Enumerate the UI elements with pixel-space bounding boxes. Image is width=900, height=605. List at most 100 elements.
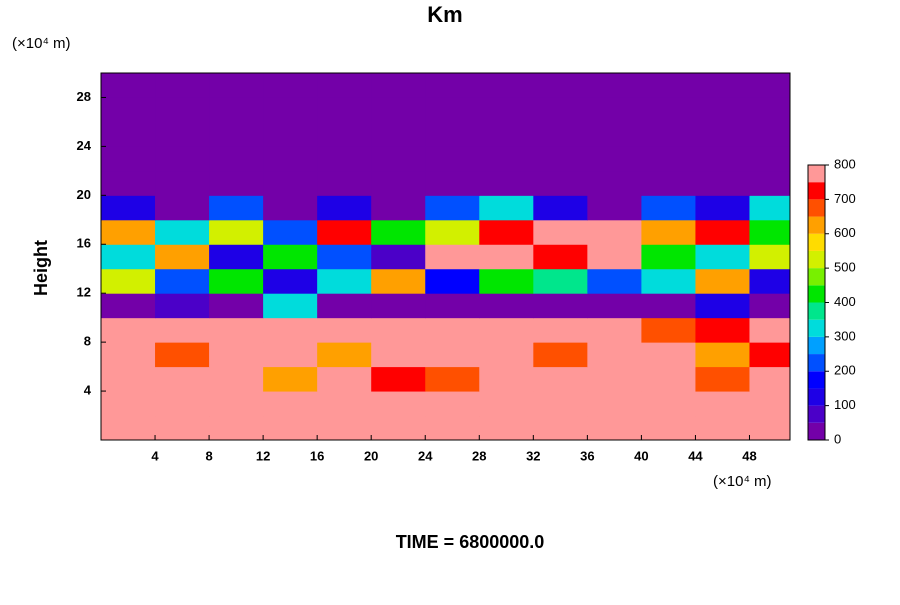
cell [155, 317, 210, 343]
cell [209, 244, 264, 270]
cell [101, 170, 156, 196]
cell [101, 97, 156, 123]
x-tick-label: 4 [151, 448, 159, 463]
cell [209, 391, 264, 417]
cell [587, 366, 642, 392]
cell [695, 244, 750, 270]
cell [371, 293, 426, 319]
x-tick-label: 28 [472, 448, 486, 463]
cell [425, 146, 480, 172]
cell [101, 366, 156, 392]
x-tick-label: 12 [256, 448, 270, 463]
cell [749, 317, 791, 343]
cell [155, 97, 210, 123]
cell [533, 195, 588, 221]
cell [641, 391, 696, 417]
colorbar-tick-label: 800 [834, 156, 856, 171]
cell [101, 415, 156, 441]
cell [101, 244, 156, 270]
cell [317, 391, 372, 417]
colorbar-tick-label: 200 [834, 363, 856, 378]
cell [641, 317, 696, 343]
cell [533, 317, 588, 343]
cell [209, 268, 264, 294]
cell [695, 415, 750, 441]
cell [155, 170, 210, 196]
cell [209, 293, 264, 319]
cell [155, 342, 210, 368]
cell [155, 293, 210, 319]
x-tick-label: 20 [364, 448, 378, 463]
cell [533, 391, 588, 417]
x-tick-label: 48 [742, 448, 756, 463]
cell [479, 97, 534, 123]
cell [587, 268, 642, 294]
cell [209, 195, 264, 221]
cell [263, 391, 318, 417]
cell [209, 219, 264, 245]
cell [749, 293, 791, 319]
cell [317, 97, 372, 123]
cell [695, 317, 750, 343]
y-axis-label: Height [31, 240, 51, 296]
cell [695, 195, 750, 221]
cell [533, 73, 588, 98]
cell [533, 293, 588, 319]
x-tick-label: 16 [310, 448, 324, 463]
cell [587, 121, 642, 147]
cell [641, 415, 696, 441]
cell [101, 73, 156, 98]
cell [533, 97, 588, 123]
x-unit: (×10⁴ m) [713, 473, 772, 490]
cell [587, 293, 642, 319]
cell [695, 121, 750, 147]
cell [587, 195, 642, 221]
cell [371, 219, 426, 245]
cell [425, 391, 480, 417]
colorbar-tick-label: 700 [834, 191, 856, 206]
colorbar-band [808, 233, 825, 251]
cell [641, 146, 696, 172]
cell [317, 146, 372, 172]
cell [101, 195, 156, 221]
cell [479, 415, 534, 441]
cell [749, 391, 791, 417]
cell [209, 146, 264, 172]
chart-title: Km [427, 2, 462, 27]
cell [479, 366, 534, 392]
cell [533, 219, 588, 245]
cell [587, 170, 642, 196]
cell [371, 415, 426, 441]
colorbar-band [808, 182, 825, 200]
x-tick-label: 8 [205, 448, 212, 463]
colorbar-band [808, 250, 825, 269]
cell [587, 146, 642, 172]
cell [749, 366, 791, 392]
cell [209, 97, 264, 123]
cell [695, 219, 750, 245]
x-tick-label: 44 [688, 448, 703, 463]
cell [749, 170, 791, 196]
cell [695, 293, 750, 319]
cell [209, 366, 264, 392]
cell [425, 293, 480, 319]
plot-frame [100, 72, 791, 441]
colorbar-band [808, 388, 825, 406]
cell [425, 244, 480, 270]
cell [533, 342, 588, 368]
x-tick-label: 36 [580, 448, 594, 463]
cell [317, 219, 372, 245]
cell [371, 170, 426, 196]
cell [425, 73, 480, 98]
cell [101, 342, 156, 368]
colorbar-band [808, 354, 825, 372]
cell [587, 317, 642, 343]
cell [371, 121, 426, 147]
cell [101, 391, 156, 417]
cell [641, 219, 696, 245]
cell [371, 391, 426, 417]
cell [317, 244, 372, 270]
cell [317, 342, 372, 368]
cell [641, 244, 696, 270]
cell [425, 195, 480, 221]
